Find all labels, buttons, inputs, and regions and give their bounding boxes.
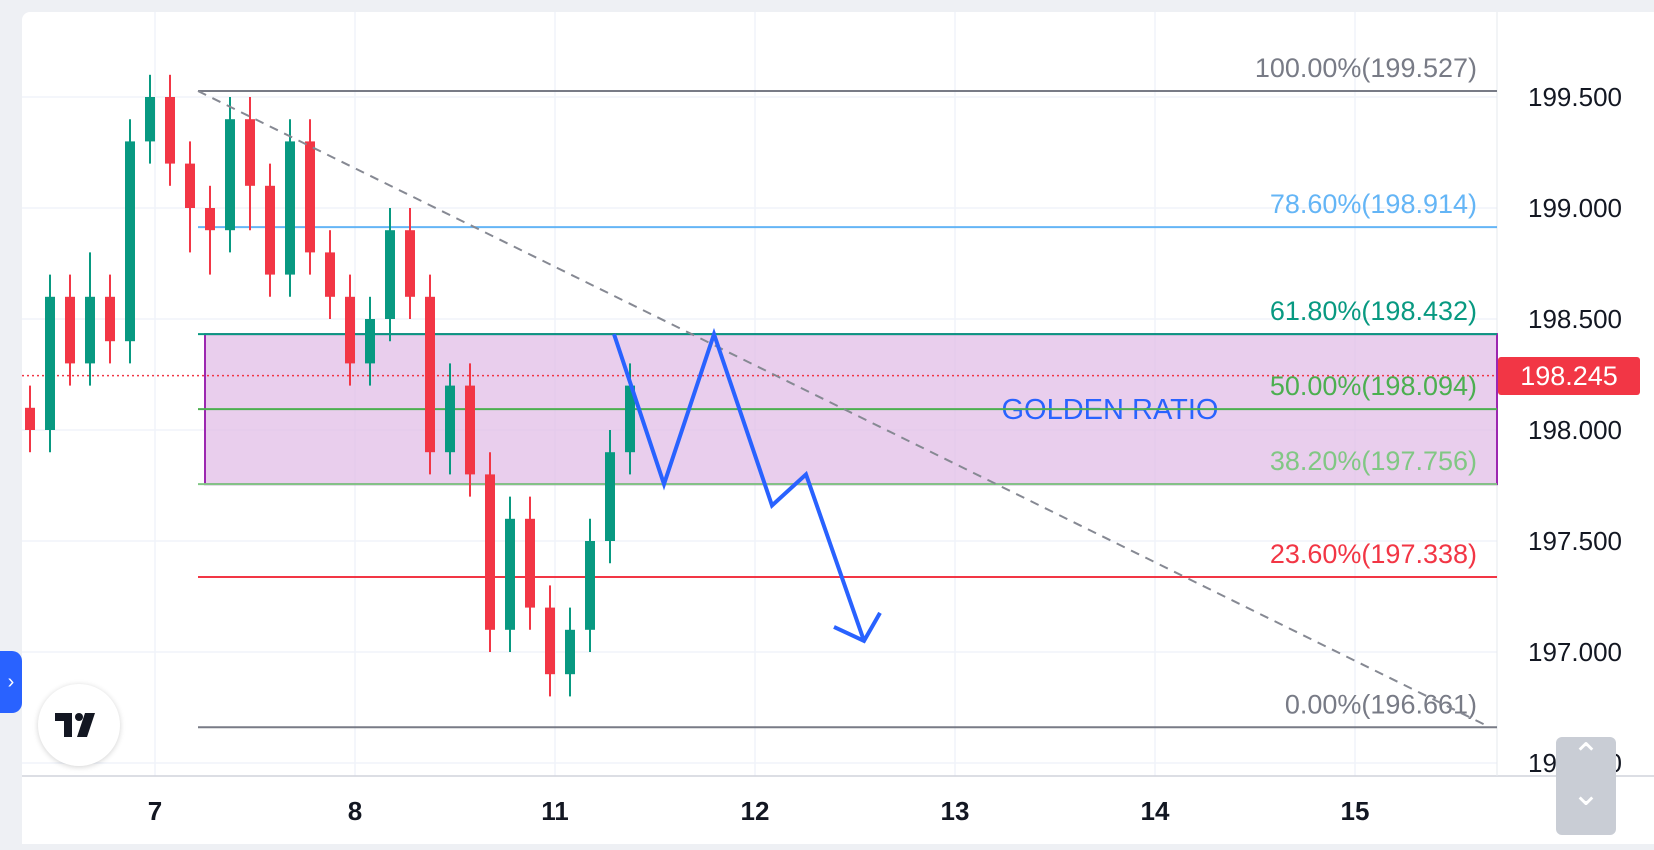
fib-label: 23.60%(197.338) [1270,539,1477,569]
chevron-right-icon: › [7,671,15,693]
x-tick-label: 8 [348,796,362,826]
candle-body [225,119,235,231]
candle-body [125,141,135,342]
candle-body [625,385,635,453]
candle-body [245,119,255,186]
candlesticks [25,74,635,697]
candle-body [545,607,555,675]
projection-zigzag [612,327,866,642]
tradingview-logo[interactable] [38,684,120,766]
y-tick-label: 197.000 [1528,637,1622,667]
projection-path [612,327,882,644]
current-price-badge: 198.245 [1498,357,1640,395]
chevron-down-icon: ⌄ [1571,775,1601,813]
expand-panel-button[interactable]: › [0,651,22,713]
fib-label: 38.20%(197.756) [1270,446,1477,476]
candle-body [265,185,275,275]
x-tick-label: 13 [941,796,970,826]
candle-body [425,296,435,453]
time-axis: 7 8 11 12 13 14 15 [148,796,1370,826]
fib-label: 0.00%(196.661) [1285,689,1477,719]
chevron-up-icon: ⌃ [1571,737,1601,775]
x-tick-label: 11 [541,796,569,826]
candle-body [165,97,175,164]
candle-body [145,97,155,142]
candle-body [25,407,35,430]
fib-label: 61.80%(198.432) [1270,296,1477,326]
candle-body [605,452,615,541]
x-tick-label: 7 [148,796,162,826]
candle-body [345,296,355,364]
fib-label: 78.60%(198.914) [1270,189,1477,219]
x-tick-label: 12 [741,796,770,826]
candle-body [205,208,215,231]
fibonacci-levels: 100.00%(199.527) 78.60%(198.914) 61.80%(19… [22,53,1497,729]
trendline [197,90,1491,729]
candle-body [65,296,75,364]
fib-label: 100.00%(199.527) [1255,53,1477,83]
candle-body [405,230,415,297]
candle-body [45,296,55,430]
candle-body [85,296,95,364]
candle-body [465,385,475,475]
candle-body [585,541,595,630]
candle-body [445,385,455,453]
tradingview-logo-icon [55,713,95,737]
candle-body [505,518,515,630]
y-tick-label: 198.000 [1528,415,1622,445]
y-tick-label: 197.500 [1528,526,1622,556]
candle-body [305,141,315,253]
trendline-dashed [197,90,1491,729]
candle-body [525,518,535,608]
candle-body [565,629,575,675]
candle-body [365,319,375,364]
scroll-to-latest-button[interactable]: ⌃ ⌄ [1556,737,1616,835]
y-tick-label: 198.500 [1528,304,1622,334]
candle-body [185,163,195,208]
candle-body [485,474,495,630]
candle-body [105,296,115,342]
candle-body [385,230,395,319]
x-tick-label: 15 [1341,796,1370,826]
candle-body [325,252,335,297]
y-tick-label: 199.000 [1528,193,1622,223]
projection-arrowhead [833,611,882,644]
x-tick-label: 14 [1141,796,1170,826]
y-tick-label: 199.500 [1528,82,1622,112]
price-axis: 199.500 199.000 198.500 198.000 197.500 197.0… [1528,82,1622,778]
candle-body [285,141,295,275]
